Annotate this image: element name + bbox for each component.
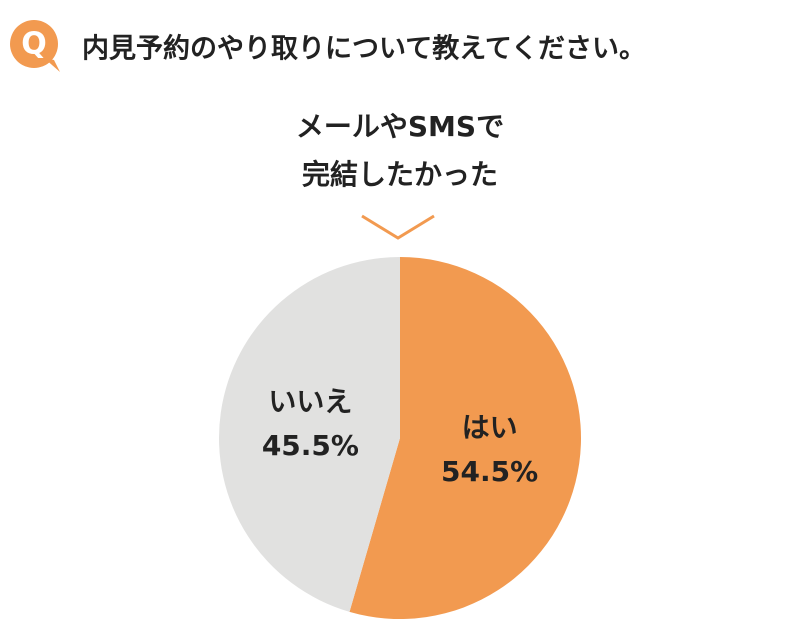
- subtitle-line: メールやSMSで: [296, 110, 504, 143]
- pie: はい 54.5% いいえ 45.5%: [218, 257, 581, 619]
- pie-slice: [218, 257, 400, 612]
- slice-value-label: 54.5%: [441, 455, 538, 488]
- slice-value-label: 45.5%: [262, 429, 359, 462]
- chart-title: 内見予約のやり取りについて教えてください。: [82, 33, 646, 65]
- slice-label: いいえ: [268, 385, 352, 418]
- chevron: [361, 214, 435, 240]
- badge-tail: [44, 58, 60, 72]
- badge-text: Q: [21, 27, 47, 62]
- slice-label: はい: [462, 411, 518, 444]
- pie-slice: [349, 257, 581, 619]
- q-badge: Q: [10, 20, 60, 72]
- badge-circle: [10, 20, 58, 68]
- subtitle-line: 完結したかった: [302, 158, 498, 191]
